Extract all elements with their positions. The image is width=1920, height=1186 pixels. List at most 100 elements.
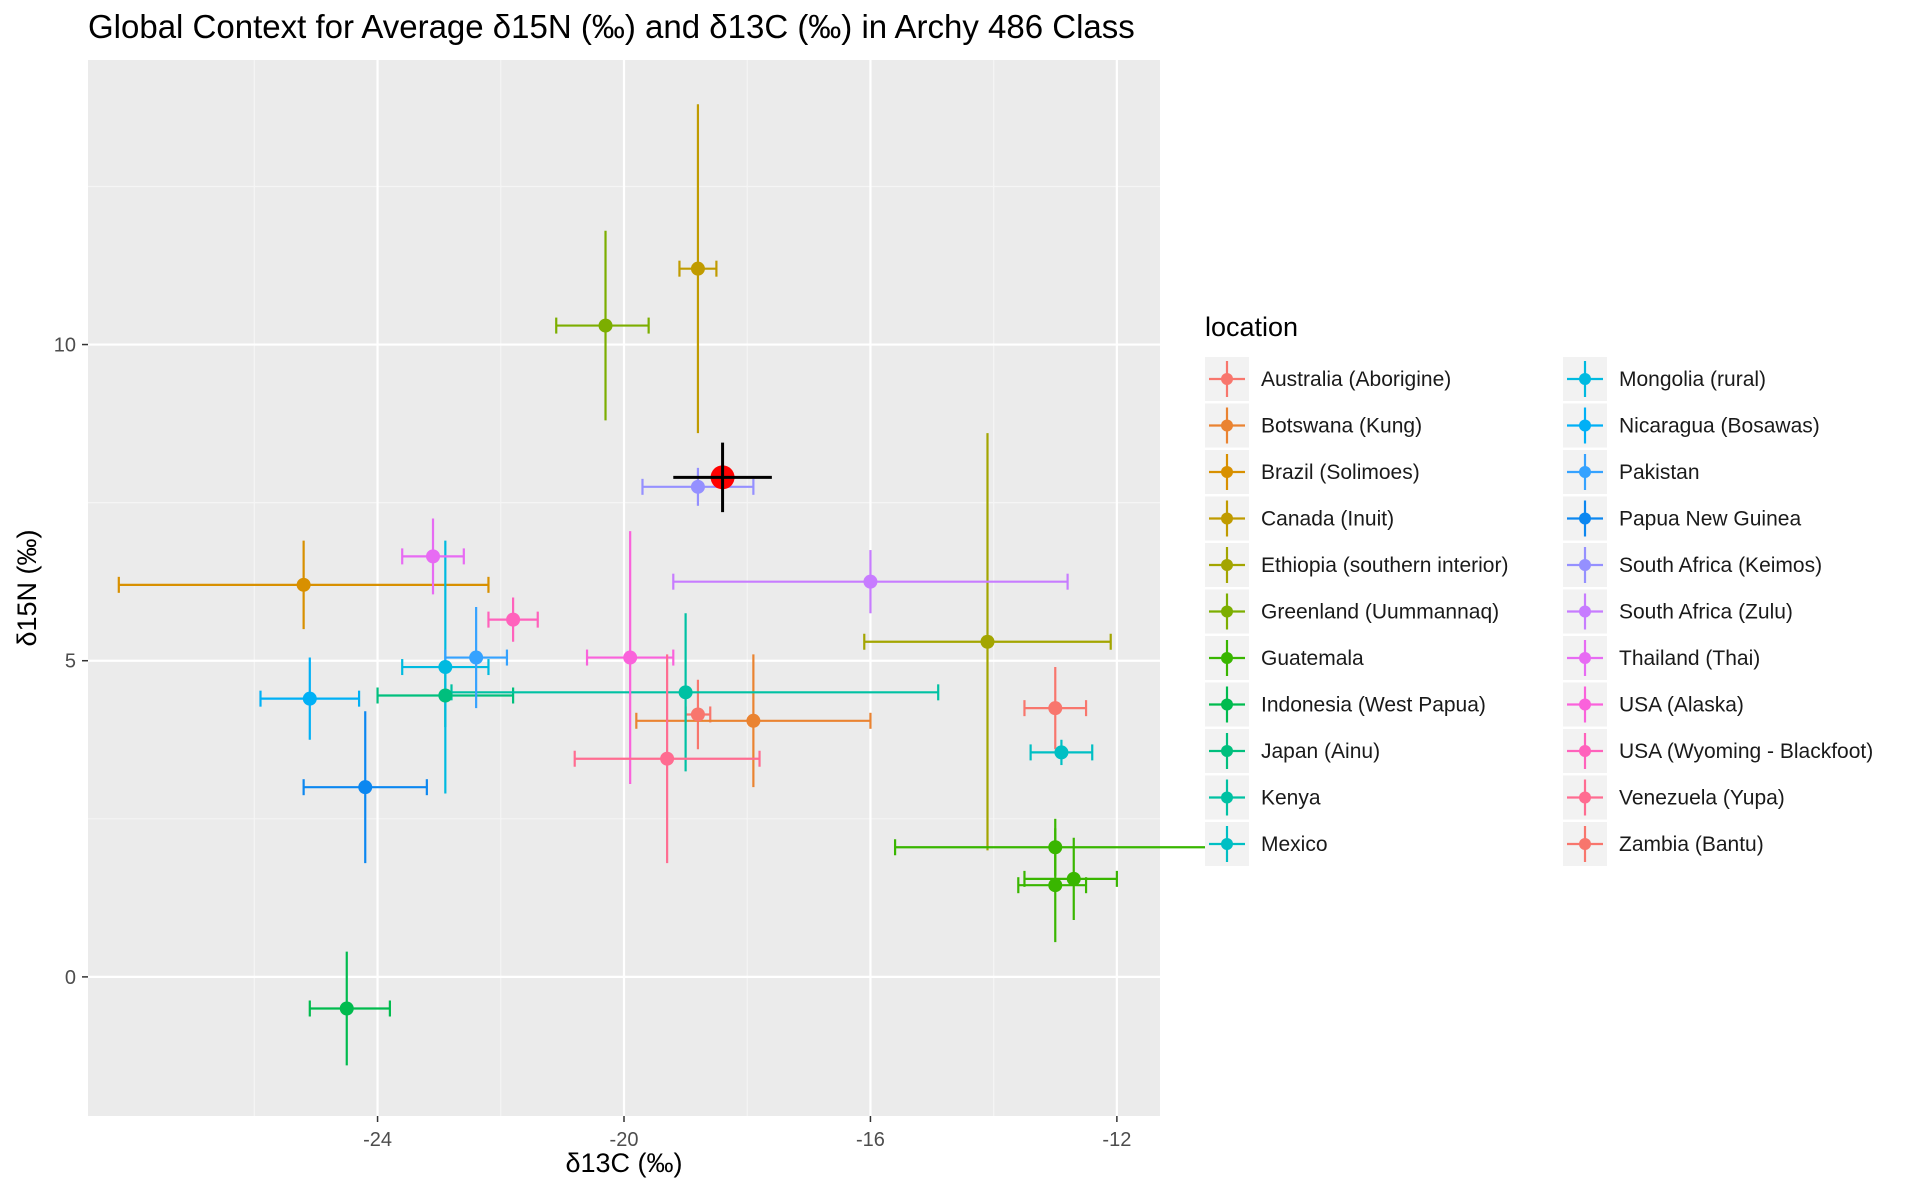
data-point (690, 261, 705, 276)
legend-key-point (1221, 419, 1233, 432)
legend-key-point (1579, 373, 1591, 385)
legend-item: Zambia (Bantu) (1563, 822, 1764, 866)
data-point (746, 713, 761, 728)
legend-item: Papua New Guinea (1563, 496, 1801, 541)
legend-key-point (1221, 605, 1233, 618)
legend-key-point (1221, 652, 1233, 664)
data-point (426, 549, 441, 564)
legend-label: Ethiopia (southern interior) (1261, 554, 1508, 577)
legend-label: Pakistan (1619, 461, 1700, 484)
legend-key-point (1221, 698, 1233, 711)
legend-item: Nicaragua (Bosawas) (1563, 403, 1820, 448)
highlight-point (673, 442, 772, 513)
data-point (678, 685, 693, 700)
legend-item: Indonesia (West Papua) (1205, 682, 1486, 727)
legend-key-point (1579, 419, 1591, 432)
legend-item: South Africa (Zulu) (1563, 589, 1793, 634)
data-point (296, 577, 311, 592)
x-axis-title: δ13C (‰) (565, 1148, 682, 1178)
data-point (660, 751, 675, 766)
legend-key-point (1221, 791, 1233, 804)
legend-item: Australia (Aborigine) (1205, 357, 1451, 401)
legend-item: Japan (Ainu) (1205, 729, 1380, 773)
legend-item: South Africa (Keimos) (1563, 543, 1822, 587)
x-tick-label: -20 (610, 1129, 639, 1151)
y-tick-label: 5 (65, 651, 76, 673)
legend-label: Thailand (Thai) (1619, 647, 1760, 670)
data-point (358, 780, 373, 795)
legend-key-point (1579, 838, 1591, 850)
legend-label: Canada (Inuit) (1261, 508, 1394, 531)
legend-key-point (1579, 652, 1591, 664)
legend-label: Brazil (Solimoes) (1261, 461, 1420, 484)
legend-key-point (1579, 559, 1591, 571)
data-point (438, 688, 453, 703)
data-point (1048, 701, 1063, 716)
legend-label: Nicaragua (Bosawas) (1619, 415, 1820, 438)
data-point (863, 574, 878, 589)
legend: Australia (Aborigine) Botswana (Kung) Braz… (1205, 357, 1873, 866)
legend-label: Australia (Aborigine) (1261, 368, 1451, 391)
x-tick-label: -12 (1102, 1129, 1131, 1151)
legend-item: Greenland (Uummannaq) (1205, 589, 1499, 634)
legend-label: Japan (Ainu) (1261, 740, 1380, 763)
legend-key-point (1579, 512, 1591, 525)
legend-key-point (1579, 698, 1591, 711)
legend-key-point (1579, 466, 1591, 478)
x-axis-ticks: -24 -20 -16 -12 (363, 1116, 1131, 1151)
x-tick-label: -16 (856, 1129, 885, 1151)
legend-label: Guatemala (1261, 647, 1364, 670)
data-point (1054, 745, 1069, 760)
legend-label: Kenya (1261, 787, 1321, 810)
data-point (980, 634, 995, 649)
data-point (339, 1001, 354, 1016)
legend-label: Mexico (1261, 833, 1328, 856)
data-point (438, 660, 453, 675)
legend-label: South Africa (Keimos) (1619, 554, 1822, 577)
data-point (690, 707, 705, 722)
legend-item: Mongolia (rural) (1563, 357, 1766, 401)
legend-item: Guatemala (1205, 636, 1364, 680)
legend-item: Brazil (Solimoes) (1205, 450, 1420, 494)
legend-label: South Africa (Zulu) (1619, 601, 1793, 624)
chart-title: Global Context for Average δ15N (‰) and … (88, 8, 1135, 45)
legend-item: Thailand (Thai) (1563, 636, 1760, 680)
legend-label: Venezuela (Yupa) (1619, 787, 1785, 810)
data-point (623, 650, 638, 665)
data-point (690, 479, 705, 494)
data-point (469, 650, 484, 665)
y-tick-label: 0 (65, 967, 76, 989)
legend-item: Venezuela (Yupa) (1563, 775, 1785, 820)
legend-key-point (1221, 745, 1233, 757)
legend-item: Ethiopia (southern interior) (1205, 543, 1508, 587)
legend-title: location (1205, 312, 1298, 342)
legend-item: Mexico (1205, 822, 1328, 866)
data-points (296, 261, 1081, 1016)
legend-item: Pakistan (1563, 450, 1700, 494)
legend-label: Zambia (Bantu) (1619, 833, 1764, 856)
y-axis-ticks: 0 5 10 (54, 335, 88, 989)
legend-label: USA (Alaska) (1619, 694, 1744, 717)
legend-key-point (1221, 559, 1233, 571)
data-point (506, 612, 521, 627)
legend-key-point (1221, 512, 1233, 525)
legend-label: USA (Wyoming - Blackfoot) (1619, 740, 1873, 763)
legend-item: Botswana (Kung) (1205, 403, 1422, 448)
y-axis-title: δ15N (‰) (12, 529, 42, 646)
legend-label: Mongolia (rural) (1619, 368, 1766, 391)
legend-key-point (1579, 791, 1591, 804)
legend-label: Botswana (Kung) (1261, 415, 1422, 438)
legend-label: Greenland (Uummannaq) (1261, 601, 1499, 624)
legend-label: Papua New Guinea (1619, 508, 1801, 531)
legend-item: USA (Alaska) (1563, 682, 1744, 727)
legend-key-point (1579, 745, 1591, 757)
legend-key-point (1221, 466, 1233, 478)
legend-key-point (1221, 373, 1233, 385)
legend-item: Kenya (1205, 775, 1321, 820)
data-point (598, 318, 613, 333)
legend-label: Indonesia (West Papua) (1261, 694, 1486, 717)
data-point (302, 691, 317, 706)
y-tick-label: 10 (54, 335, 76, 357)
data-point (1066, 871, 1081, 886)
